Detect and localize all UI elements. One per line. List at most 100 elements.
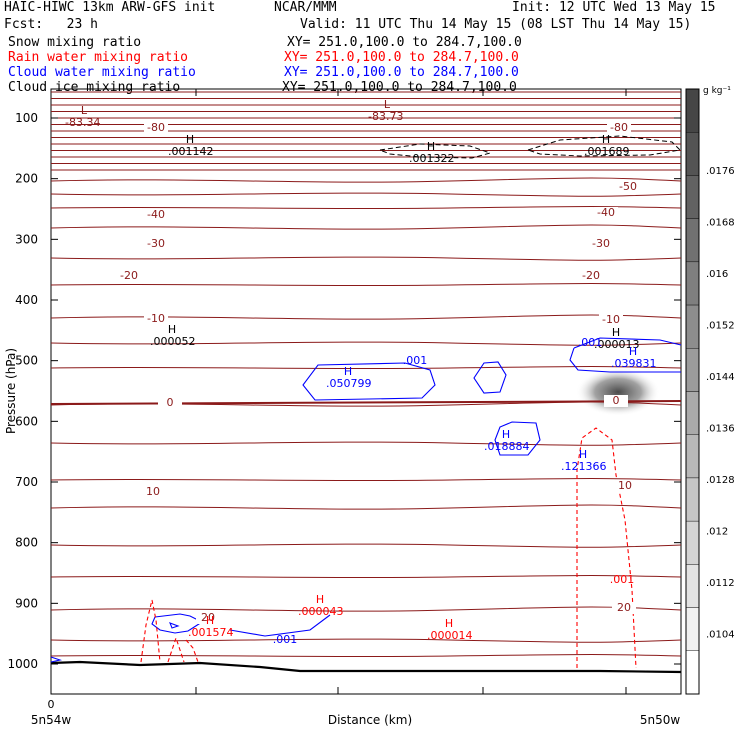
colorbar-tick-label: .0128 [706, 475, 735, 486]
y-tick-label: 600 [15, 414, 38, 428]
label-bg [589, 238, 613, 250]
extremum-mark: H [502, 428, 510, 441]
field-name-cloud-ice: Cloud ice mixing ratio [8, 80, 181, 95]
colorbar-cell [685, 607, 700, 651]
extremum-value: .000043 [298, 605, 344, 618]
cloud-ice-contours [378, 135, 682, 159]
isotherm [50, 441, 682, 446]
field-name-cloud-water: Cloud water mixing ratio [8, 65, 196, 80]
colorbar-cell [685, 175, 700, 219]
label-bg [579, 270, 603, 282]
temperature-label: -10 [602, 313, 620, 326]
colorbar-cell [685, 434, 700, 479]
temperature-label: 20 [617, 601, 631, 614]
isotherm [50, 543, 682, 548]
colorbar-cell [685, 304, 700, 349]
isotherm [50, 366, 682, 370]
contour-label: .001 [273, 633, 298, 646]
extremum-mark: H [579, 448, 587, 461]
isotherm [50, 256, 682, 261]
extremum-mark: L [81, 104, 88, 117]
x-end-label-right: 5n50w [640, 713, 681, 727]
label-bg [144, 209, 168, 221]
isotherm [50, 206, 682, 210]
colorbar-cell [685, 391, 700, 435]
temperature-label: -30 [592, 237, 610, 250]
colorbar-cell [685, 348, 700, 392]
label-bg [599, 314, 623, 326]
colorbar-tick-label: .0144 [706, 372, 735, 383]
temperature-label: -20 [582, 269, 600, 282]
extremum-value: .001142 [168, 145, 214, 158]
label-bg [158, 397, 182, 409]
y-tick-label: 300 [15, 232, 38, 246]
isotherm [50, 283, 682, 287]
extremum-mark: H [316, 593, 324, 606]
org-label: NCAR/MMM [274, 0, 337, 15]
label-bg [604, 395, 628, 407]
field-name-rain: Rain water mixing ratio [8, 50, 189, 65]
temperature-label: 10 [146, 485, 160, 498]
temperature-label: 0 [167, 396, 174, 409]
extremum-mark: H [629, 345, 637, 358]
snow-shading [576, 368, 660, 416]
temperature-label: -50 [619, 180, 637, 193]
rain-water-contours [140, 427, 637, 669]
x-end-label-left: 5n54w [31, 713, 72, 727]
colorbar-cell [685, 261, 700, 306]
field-xy-snow: XY= 251.0,100.0 to 284.7,100.0 [287, 35, 522, 50]
extremum-mark: H [168, 323, 176, 336]
label-bg [144, 313, 168, 325]
extremum-value: .000052 [150, 335, 196, 348]
label-bg [144, 238, 168, 250]
temperature-label: -30 [147, 237, 165, 250]
temperature-label: -10 [147, 312, 165, 325]
terrain-line [50, 660, 682, 674]
isotherm [50, 478, 682, 482]
extremum-mark: H [612, 326, 620, 339]
extremum-mark: H [344, 365, 352, 378]
extremum-mark: L [384, 98, 391, 111]
plot-frame [50, 88, 682, 695]
annotations: -80 -80 -50 -40 -40 -30 -30 -20 -20 -10 -10 0 0 10 10 2… [65, 98, 657, 646]
colorbar-tick-label: .0104 [706, 630, 735, 641]
label-bg [117, 270, 141, 282]
y-tick-label: 200 [15, 172, 38, 186]
extremum-value: .018884 [484, 440, 530, 453]
isotherm [50, 654, 682, 658]
y-tick-label: 900 [15, 596, 38, 610]
field-xy-cloud-water: XY= 251.0,100.0 to 284.7,100.0 [284, 65, 519, 80]
colorbar-tick-label: .012 [706, 527, 728, 538]
temperature-label: 10 [618, 479, 632, 492]
field-xy-cloud-ice: XY= 251.0,100.0 to 284.7,100.0 [282, 80, 517, 95]
temperature-label: -80 [610, 121, 628, 134]
extremum-value: .001574 [188, 626, 234, 639]
y-axis-label: Pressure (hPa) [4, 348, 18, 434]
extremum-value: .121366 [561, 460, 607, 473]
contour-label: .001 [610, 573, 635, 586]
isotherm [50, 341, 682, 346]
extremum-mark: H [206, 614, 214, 627]
isotherm [50, 177, 682, 183]
colorbar-frame [685, 88, 700, 695]
extremum-mark: H [427, 140, 435, 153]
init-time: Init: 12 UTC Wed 13 May 15 [512, 0, 716, 15]
label-bg [141, 486, 165, 498]
colorbar-tick-label: .016 [706, 269, 728, 280]
colorbar-units: g kg⁻¹ [703, 86, 731, 96]
contour-label: .001 [403, 354, 428, 367]
field-name-snow: Snow mixing ratio [8, 35, 142, 50]
extremum-mark: H [445, 617, 453, 630]
temperature-contours [50, 91, 682, 658]
valid-time: Valid: 11 UTC Thu 14 May 15 (08 LST Thu … [300, 17, 692, 32]
temperature-label: 0 [613, 394, 620, 407]
colorbar-tick-label: .0112 [706, 578, 735, 589]
field-xy-rain: XY= 251.0,100.0 to 284.7,100.0 [284, 50, 519, 65]
extremum-value: .000014 [427, 629, 473, 642]
colorbar-cell [685, 477, 700, 522]
temperature-label: -40 [597, 206, 615, 219]
extremum-value: .001322 [409, 152, 455, 165]
colorbar-cell [685, 564, 700, 608]
isotherm [50, 638, 682, 643]
forecast-hour: Fcst: 23 h [4, 17, 98, 32]
